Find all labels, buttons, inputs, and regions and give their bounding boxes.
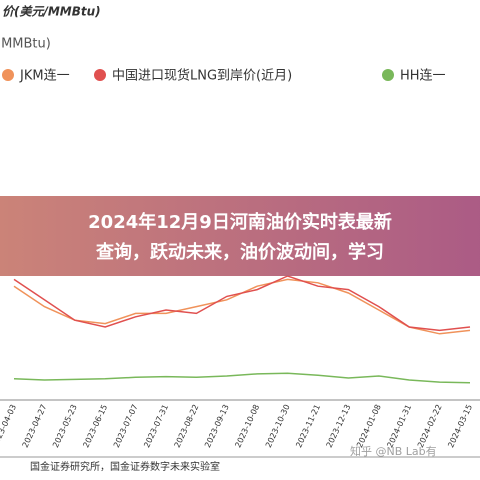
legend-swatch (94, 69, 106, 81)
watermark: 知乎 @NB Lab有 (350, 444, 437, 458)
legend-label: JKM连一 (19, 68, 70, 84)
chart-title: 价(美元/MMBtu) (2, 5, 101, 19)
series-line (13, 372, 471, 384)
y-axis-label: (MMBtu) (0, 37, 51, 52)
banner-line: 2024年12月9日河南油价实时表最新 (88, 211, 392, 233)
banner (0, 196, 480, 276)
source: 国金证券研究所，国金证券数字未来实验室 (30, 460, 220, 473)
legend-label: 中国进口现货LNG到岸价(近月) (112, 68, 292, 84)
legend-swatch (2, 69, 14, 81)
banner-line: 查询，跃动未来，油价波动间，学习 (96, 241, 384, 263)
series-line (13, 275, 471, 332)
legend-swatch (382, 69, 394, 81)
legend: JKM连一 中国进口现货LNG到岸价(近月) HH连一 (2, 68, 446, 84)
legend-label: HH连一 (400, 68, 446, 84)
